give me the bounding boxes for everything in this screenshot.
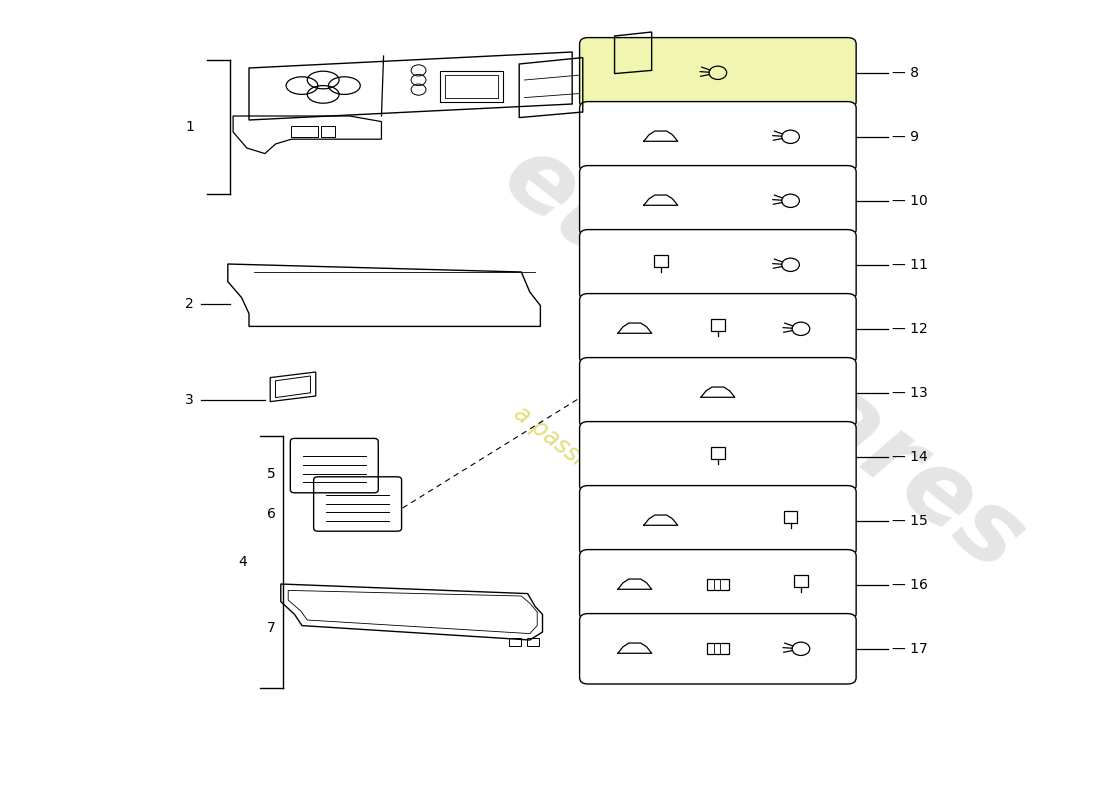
- Bar: [784, 510, 798, 523]
- Text: 3: 3: [185, 393, 194, 407]
- Bar: [707, 579, 729, 590]
- Text: 4: 4: [238, 555, 246, 569]
- Text: 7: 7: [266, 621, 275, 635]
- Text: — 8: — 8: [892, 66, 920, 80]
- Bar: [292, 126, 318, 137]
- Text: — 9: — 9: [892, 130, 920, 144]
- Bar: [794, 574, 807, 587]
- Bar: [446, 75, 498, 98]
- Text: 1: 1: [185, 120, 194, 134]
- FancyBboxPatch shape: [580, 550, 856, 620]
- Text: a passion for parts since 1985: a passion for parts since 1985: [509, 401, 805, 639]
- FancyBboxPatch shape: [580, 38, 856, 108]
- Bar: [711, 446, 725, 459]
- Text: — 12: — 12: [892, 322, 928, 336]
- Text: — 10: — 10: [892, 194, 928, 208]
- Bar: [711, 318, 725, 331]
- Bar: [440, 71, 504, 102]
- Text: — 16: — 16: [892, 578, 928, 592]
- Bar: [654, 254, 668, 267]
- Text: eurospares: eurospares: [484, 127, 1042, 593]
- FancyBboxPatch shape: [580, 358, 856, 428]
- FancyBboxPatch shape: [580, 166, 856, 236]
- Text: 5: 5: [266, 466, 275, 481]
- Text: — 14: — 14: [892, 450, 928, 464]
- Text: 6: 6: [266, 506, 275, 521]
- Text: — 17: — 17: [892, 642, 928, 656]
- Text: — 15: — 15: [892, 514, 928, 528]
- Bar: [527, 638, 539, 646]
- FancyBboxPatch shape: [580, 422, 856, 492]
- Text: — 11: — 11: [892, 258, 928, 272]
- FancyBboxPatch shape: [580, 230, 856, 300]
- Text: — 13: — 13: [892, 386, 928, 400]
- FancyBboxPatch shape: [580, 486, 856, 556]
- Text: 2: 2: [185, 297, 194, 311]
- Bar: [707, 643, 729, 654]
- Bar: [508, 638, 521, 646]
- FancyBboxPatch shape: [580, 294, 856, 364]
- FancyBboxPatch shape: [580, 614, 856, 684]
- Bar: [321, 126, 334, 137]
- FancyBboxPatch shape: [580, 102, 856, 172]
